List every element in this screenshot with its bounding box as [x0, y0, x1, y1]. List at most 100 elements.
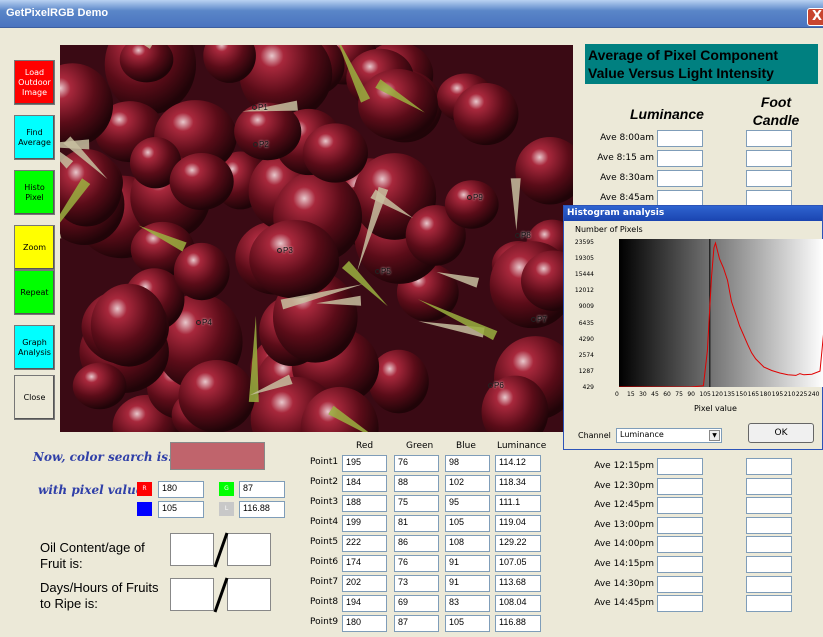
luminance-avg-field[interactable] [657, 516, 703, 534]
foot-candle-field[interactable] [746, 556, 792, 573]
point-value-field[interactable]: 118.34 [495, 475, 541, 492]
point-value-field[interactable]: 108 [445, 535, 490, 552]
fruit-shape [90, 283, 167, 367]
point-value-field[interactable]: 83 [445, 595, 490, 612]
point-value-field[interactable]: 102 [445, 475, 490, 492]
close-window-icon[interactable]: X [807, 8, 823, 26]
left-button-3[interactable]: Zoom [14, 225, 55, 270]
point-value-field[interactable]: 95 [445, 495, 490, 512]
luminance-avg-field[interactable] [657, 575, 703, 593]
point-value-field[interactable]: 180 [342, 615, 387, 632]
channel-select[interactable]: Luminance ▼ [616, 428, 722, 443]
point-value-field[interactable]: 222 [342, 535, 387, 552]
foot-candle-field[interactable] [746, 150, 792, 167]
days-field-right[interactable] [227, 578, 271, 611]
point-value-field[interactable]: 194 [342, 595, 387, 612]
point-value-field[interactable]: 86 [394, 535, 439, 552]
foot-candle-field[interactable] [746, 595, 792, 613]
foot-candle-field[interactable] [746, 170, 792, 187]
luminance-avg-field[interactable] [657, 556, 703, 573]
fruit-spike [249, 374, 293, 396]
oil-content-field-right[interactable] [227, 533, 271, 566]
point-value-field[interactable]: 105 [445, 515, 490, 532]
point-value-field[interactable]: 87 [394, 615, 439, 632]
foot-candle-field[interactable] [746, 458, 792, 475]
red-value-field[interactable]: 180 [158, 481, 204, 498]
fruit-photo[interactable]: P1 P2 P3 P4 P5 P6 P7 P8 P9 [60, 45, 573, 432]
luminance-avg-field[interactable] [657, 458, 703, 475]
histogram-svg [619, 239, 823, 387]
ok-button[interactable]: OK [748, 423, 814, 443]
point-value-field[interactable]: 116.88 [495, 615, 541, 632]
left-button-4[interactable]: Repeat [14, 270, 55, 315]
point-row-label: Point9 [310, 617, 339, 627]
point-value-field[interactable]: 174 [342, 555, 387, 572]
point-value-field[interactable]: 202 [342, 575, 387, 592]
point-value-field[interactable]: 81 [394, 515, 439, 532]
point-value-field[interactable]: 76 [394, 455, 439, 472]
left-button-0[interactable]: Load Outdoor Image [14, 60, 55, 105]
green-value-field[interactable]: 87 [239, 481, 285, 498]
luminance-avg-field[interactable] [657, 595, 703, 613]
point-value-field[interactable]: 91 [445, 555, 490, 572]
point-value-field[interactable]: 108.04 [495, 595, 541, 612]
point-value-field[interactable]: 114.12 [495, 455, 541, 472]
point-value-field[interactable]: 184 [342, 475, 387, 492]
time-label: Ave 8:45am [600, 193, 654, 203]
luminance-avg-field[interactable] [657, 170, 703, 187]
foot-candle-field[interactable] [746, 536, 792, 554]
luminance-avg-field[interactable] [657, 497, 703, 515]
foot-candle-field[interactable] [746, 477, 792, 495]
point-value-field[interactable]: 69 [394, 595, 439, 612]
point-value-field[interactable]: 119.04 [495, 515, 541, 532]
point-value-field[interactable]: 73 [394, 575, 439, 592]
point-value-field[interactable]: 113.68 [495, 575, 541, 592]
luminance-avg-field[interactable] [657, 536, 703, 554]
color-search-label: Now, color search is: [33, 450, 173, 464]
point-value-field[interactable]: 105 [445, 615, 490, 632]
left-button-6[interactable]: Close [14, 375, 55, 420]
point-marker-p2[interactable]: P2 [253, 140, 269, 149]
point-value-field[interactable]: 107.05 [495, 555, 541, 572]
point-value-field[interactable]: 75 [394, 495, 439, 512]
foot-candle-field[interactable] [746, 575, 792, 593]
point-row-label: Point8 [310, 597, 339, 607]
left-button-5[interactable]: Graph Analysis [14, 325, 55, 370]
point-marker-p3[interactable]: P3 [277, 246, 293, 255]
luminance-avg-field[interactable] [657, 130, 703, 147]
point-value-field[interactable]: 111.1 [495, 495, 541, 512]
oil-content-field-left[interactable] [170, 533, 214, 566]
left-button-2[interactable]: Histo Pixel [14, 170, 55, 215]
point-marker-p7[interactable]: P7 [531, 315, 547, 324]
point-value-field[interactable]: 76 [394, 555, 439, 572]
point-value-field[interactable]: 188 [342, 495, 387, 512]
luminance-avg-field[interactable] [657, 477, 703, 495]
point-value-field[interactable]: 98 [445, 455, 490, 472]
point-value-field[interactable]: 199 [342, 515, 387, 532]
days-field-left[interactable] [170, 578, 214, 611]
histogram-window[interactable]: Histogram analysis Number of Pixels 2359… [563, 205, 823, 450]
fruit-shape [368, 349, 429, 414]
point-value-field[interactable]: 129.22 [495, 535, 541, 552]
point-value-field[interactable]: 88 [394, 475, 439, 492]
point-marker-p8[interactable]: P8 [515, 231, 531, 240]
point-marker-p6[interactable]: P6 [488, 381, 504, 390]
foot-candle-field[interactable] [746, 130, 792, 147]
luminance-value-field[interactable]: 116.88 [239, 501, 285, 518]
point-marker-p5[interactable]: P5 [375, 267, 391, 276]
luminance-avg-field[interactable] [657, 150, 703, 167]
y-tick-label: 12012 [574, 287, 594, 295]
point-value-field[interactable]: 91 [445, 575, 490, 592]
blue-value-field[interactable]: 105 [158, 501, 204, 518]
chevron-down-icon[interactable]: ▼ [709, 430, 720, 441]
left-button-1[interactable]: Find Average [14, 115, 55, 160]
foot-candle-field[interactable] [746, 516, 792, 534]
point-value-field[interactable]: 195 [342, 455, 387, 472]
point-marker-p1[interactable]: P1 [252, 103, 268, 112]
x-tick-label: 105 [699, 391, 711, 398]
point-row-label: Point7 [310, 577, 339, 587]
point-marker-p4[interactable]: P4 [196, 318, 212, 327]
foot-candle-field[interactable] [746, 497, 792, 515]
x-tick-label: 30 [639, 391, 647, 398]
point-marker-p9[interactable]: P9 [467, 193, 483, 202]
